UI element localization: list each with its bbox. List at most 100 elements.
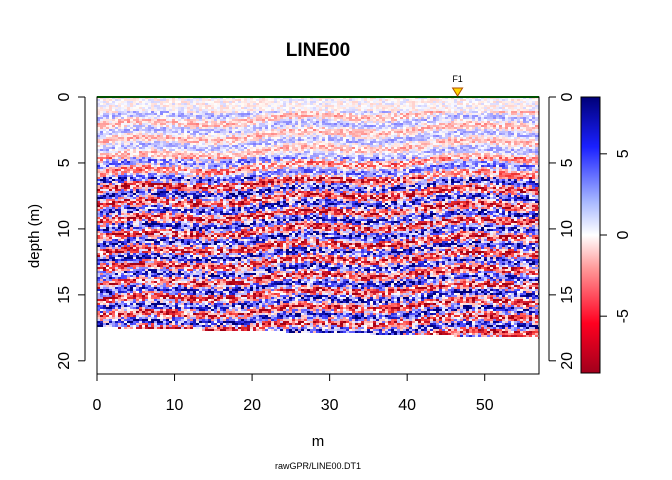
- heatmap-cell: [130, 207, 133, 209]
- heatmap-cell: [172, 189, 175, 191]
- heatmap-cell: [121, 113, 124, 115]
- heatmap-cell: [157, 159, 160, 161]
- heatmap-cell: [139, 245, 142, 247]
- heatmap-cell: [160, 149, 163, 151]
- heatmap-cell: [202, 315, 205, 317]
- heatmap-cell: [112, 289, 115, 291]
- heatmap-cell: [148, 287, 151, 289]
- heatmap-cell: [190, 189, 193, 191]
- heatmap-cell: [208, 187, 211, 189]
- heatmap-cell: [190, 261, 193, 263]
- heatmap-cell: [184, 279, 187, 281]
- heatmap-cell: [145, 235, 148, 237]
- heatmap-cell: [163, 227, 166, 229]
- heatmap-cell: [214, 183, 217, 185]
- heatmap-cell: [142, 221, 145, 223]
- heatmap-cell: [178, 137, 181, 139]
- heatmap-cell: [148, 117, 151, 119]
- heatmap-cell: [142, 111, 145, 113]
- heatmap-cell: [115, 191, 118, 193]
- heatmap-cell: [196, 325, 199, 327]
- heatmap-cell: [139, 295, 142, 297]
- heatmap-cell: [112, 147, 115, 149]
- heatmap-cell: [115, 221, 118, 223]
- heatmap-cell: [220, 225, 223, 227]
- heatmap-cell: [190, 195, 193, 197]
- heatmap-cell: [97, 181, 100, 183]
- heatmap-cell: [100, 245, 103, 247]
- heatmap-cell: [151, 101, 154, 103]
- heatmap-cell: [109, 191, 112, 193]
- heatmap-cell: [148, 165, 151, 167]
- heatmap-cell: [196, 267, 199, 269]
- heatmap-cell: [220, 191, 223, 193]
- heatmap-cell: [124, 165, 127, 167]
- heatmap-cell: [202, 101, 205, 103]
- heatmap-cell: [190, 175, 193, 177]
- heatmap-cell: [97, 317, 100, 319]
- heatmap-cell: [184, 267, 187, 269]
- heatmap-cell: [199, 203, 202, 205]
- heatmap-cell: [166, 257, 169, 259]
- heatmap-cell: [208, 305, 211, 307]
- heatmap-cell: [133, 263, 136, 265]
- heatmap-cell: [214, 155, 217, 157]
- heatmap-cell: [157, 249, 160, 251]
- heatmap-cell: [145, 187, 148, 189]
- heatmap-cell: [208, 195, 211, 197]
- heatmap-cell: [118, 327, 121, 329]
- heatmap-cell: [172, 253, 175, 255]
- heatmap-cell: [220, 247, 223, 249]
- heatmap-cell: [109, 125, 112, 127]
- heatmap-cell: [202, 127, 205, 129]
- heatmap-cell: [175, 161, 178, 163]
- heatmap-cell: [106, 291, 109, 293]
- heatmap-cell: [190, 209, 193, 211]
- heatmap-cell: [157, 295, 160, 297]
- heatmap-cell: [166, 135, 169, 137]
- heatmap-cell: [151, 305, 154, 307]
- heatmap-cell: [157, 211, 160, 213]
- heatmap-cell: [175, 189, 178, 191]
- heatmap-cell: [154, 289, 157, 291]
- heatmap-cell: [202, 317, 205, 319]
- heatmap-cell: [211, 305, 214, 307]
- heatmap-cell: [103, 277, 106, 279]
- heatmap-cell: [133, 309, 136, 311]
- heatmap-cell: [151, 301, 154, 303]
- heatmap-cell: [124, 167, 127, 169]
- heatmap-cell: [223, 191, 226, 193]
- heatmap-cell: [100, 289, 103, 291]
- heatmap-cell: [151, 169, 154, 171]
- heatmap-cell: [136, 313, 139, 315]
- heatmap-cell: [127, 105, 130, 107]
- heatmap-cell: [166, 139, 169, 141]
- heatmap-cell: [199, 259, 202, 261]
- heatmap-cell: [142, 197, 145, 199]
- heatmap-cell: [154, 113, 157, 115]
- heatmap-cell: [160, 195, 163, 197]
- heatmap-cell: [172, 327, 175, 329]
- heatmap-cell: [133, 233, 136, 235]
- heatmap-cell: [202, 179, 205, 181]
- heatmap-cell: [97, 237, 100, 239]
- heatmap-cell: [118, 249, 121, 251]
- heatmap-cell: [145, 251, 148, 253]
- heatmap-cell: [130, 241, 133, 243]
- heatmap-cell: [154, 295, 157, 297]
- heatmap-cell: [121, 189, 124, 191]
- heatmap-cell: [175, 259, 178, 261]
- heatmap-cell: [103, 123, 106, 125]
- heatmap-cell: [178, 145, 181, 147]
- heatmap-cell: [196, 175, 199, 177]
- heatmap-cell: [172, 315, 175, 317]
- heatmap-cell: [217, 205, 220, 207]
- heatmap-cell: [112, 245, 115, 247]
- heatmap-cell: [109, 111, 112, 113]
- heatmap-cell: [130, 123, 133, 125]
- heatmap-cell: [151, 289, 154, 291]
- heatmap-cell: [109, 123, 112, 125]
- heatmap-cell: [166, 113, 169, 115]
- heatmap-cell: [139, 153, 142, 155]
- heatmap-cell: [145, 181, 148, 183]
